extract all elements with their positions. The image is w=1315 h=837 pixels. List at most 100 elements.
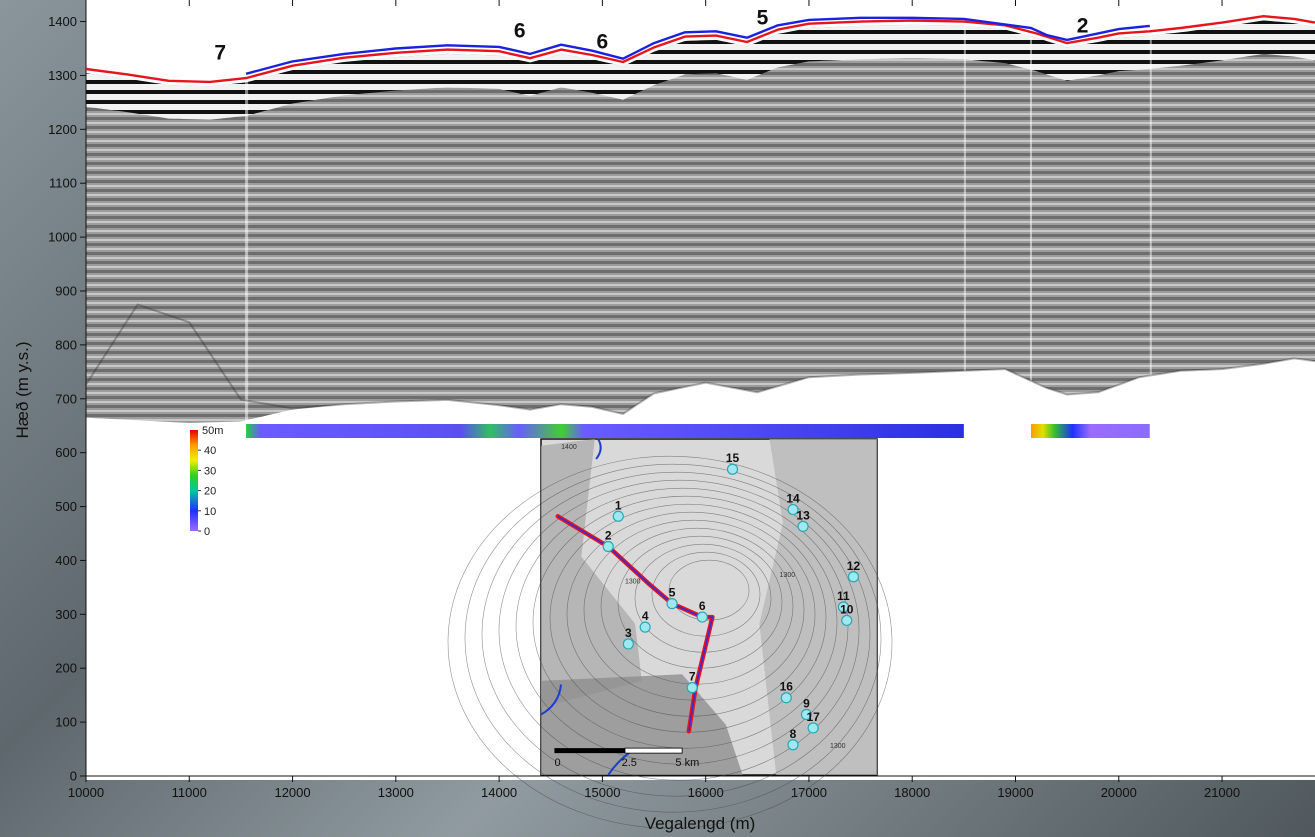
y-tick-label: 100 xyxy=(55,715,77,730)
map-contour-label: 1400 xyxy=(561,444,577,451)
map-contour-label: 1300 xyxy=(780,572,796,579)
map-contour-label: 1300 xyxy=(830,743,846,750)
scale-bar-label: 5 km xyxy=(675,757,699,769)
map-point-marker xyxy=(787,503,799,516)
map-point-label: 15 xyxy=(726,451,740,465)
map-contour xyxy=(515,487,849,765)
peak-label: 2 xyxy=(1077,14,1089,37)
peak-label: 5 xyxy=(757,6,769,29)
map-point-marker xyxy=(622,638,634,650)
x-tick-label: 13000 xyxy=(378,785,414,800)
segment-break xyxy=(245,0,249,426)
thickness-legend: 50m 40 30 20 10 0 xyxy=(190,425,223,538)
segment-break xyxy=(963,0,966,426)
map-point-label: 8 xyxy=(790,727,797,741)
y-tick-label: 700 xyxy=(55,391,77,406)
surface-line-red xyxy=(85,15,1315,84)
x-tick-label: 21000 xyxy=(1204,785,1240,800)
y-tick-label: 600 xyxy=(55,445,77,460)
x-tick-label: 16000 xyxy=(688,785,724,800)
legend-tick-label: 30 xyxy=(204,465,216,477)
x-axis-label: Vegalengd (m) xyxy=(645,814,756,833)
axes: 100 0 0 11000 12000 13000 14000 1 500 0 16000 17000… xyxy=(48,0,1315,800)
map-point-marker xyxy=(797,520,809,532)
map-contour xyxy=(447,455,893,829)
x-tick-label: 14000 xyxy=(481,785,517,800)
map-water xyxy=(595,438,602,460)
map-contour xyxy=(481,471,871,797)
map-point-marker xyxy=(602,540,614,553)
peak-labels: 7 6 6 5 2 xyxy=(214,6,1088,64)
segment-break xyxy=(1149,0,1152,426)
legend-tick-label: 20 xyxy=(204,486,216,498)
map-point-label: 4 xyxy=(642,609,649,623)
map-point-marker xyxy=(847,571,860,583)
map-contour xyxy=(668,559,750,621)
y-tick-label: 400 xyxy=(55,553,77,568)
map-water xyxy=(540,684,562,716)
map-point-label: 12 xyxy=(847,559,861,573)
map-point-marker xyxy=(800,708,813,721)
map-point-marker xyxy=(726,463,739,475)
x-tick-label: 17000 xyxy=(791,785,827,800)
legend-top-label: 50m xyxy=(202,425,223,437)
map-point-label: 2 xyxy=(605,529,612,543)
radar-body xyxy=(86,20,1315,423)
map-point-label: 16 xyxy=(780,680,794,694)
x-tick-label: 20000 xyxy=(1101,785,1137,800)
map-point-label: 17 xyxy=(806,710,820,724)
y-tick-label: 1300 xyxy=(48,68,77,83)
map-hillshade xyxy=(759,439,877,775)
y-tick-label: 800 xyxy=(55,337,77,352)
y-tick-label: 0 xyxy=(70,769,77,784)
map-point-marker xyxy=(837,601,850,613)
radargram-layer xyxy=(85,0,1315,426)
scale-bar-black xyxy=(554,748,625,754)
map-point-marker xyxy=(787,739,799,751)
scale-bar-label: 0 xyxy=(554,757,560,769)
map-point-label: 1 xyxy=(615,498,622,512)
y-tick-label: 900 xyxy=(55,284,77,299)
peak-label: 6 xyxy=(597,31,609,54)
map-point-marker xyxy=(639,621,651,633)
map-point-label: 13 xyxy=(796,508,810,522)
map-point-marker xyxy=(686,682,698,694)
legend-tick-label: 0 xyxy=(204,526,210,538)
map-point-marker xyxy=(666,598,678,610)
map-point-label: 14 xyxy=(786,492,800,506)
map-point-marker xyxy=(807,722,819,734)
y-tick-label: 1100 xyxy=(49,176,77,191)
map-hillshade xyxy=(541,439,642,708)
legend-tick-label: 10 xyxy=(204,506,216,518)
map-point-label: 9 xyxy=(803,697,810,711)
surface-lines xyxy=(85,15,1315,84)
map-contour xyxy=(532,495,838,749)
surface-reflection-band xyxy=(86,20,1315,120)
map-point-marker xyxy=(696,611,708,623)
y-tick-label: 1200 xyxy=(48,122,77,137)
map-point-label: 11 xyxy=(837,589,850,603)
x-tick-label: 12000 xyxy=(274,785,310,800)
x-tick-label: 11000 xyxy=(172,785,207,800)
y-tick-label: 500 xyxy=(55,499,77,514)
map-point-label: 6 xyxy=(699,599,706,613)
map-point-label: 5 xyxy=(669,586,676,600)
thickness-bar xyxy=(246,424,1150,438)
legend-colorbar xyxy=(190,430,198,531)
map-point-label: 3 xyxy=(625,626,632,640)
y-tick-label: 1400 xyxy=(48,14,77,29)
map-point-label: 10 xyxy=(840,602,854,616)
map-point-label: 7 xyxy=(689,670,696,684)
map-contour xyxy=(498,479,860,781)
map-contour xyxy=(464,463,882,813)
map-track-blue xyxy=(557,515,714,732)
map-contour-label: 1300 xyxy=(625,578,641,585)
map-point-marker xyxy=(841,614,853,627)
x-tick-label: 19000 xyxy=(997,785,1033,800)
map-point-marker xyxy=(612,510,624,522)
bed-reflection xyxy=(85,303,1315,415)
scale-bar-white xyxy=(624,747,683,754)
x-tick-label: 18000 xyxy=(894,785,930,800)
